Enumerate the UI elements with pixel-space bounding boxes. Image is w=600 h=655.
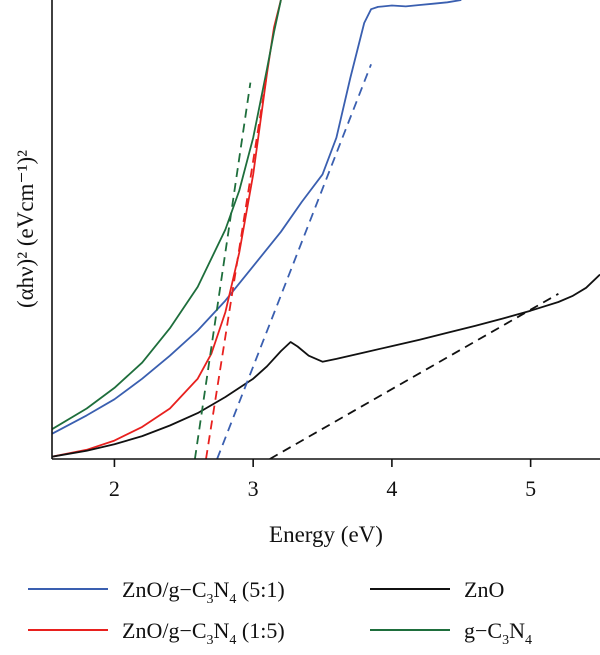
y-axis-title: (αhν)² (eVcm⁻¹)² [13, 150, 38, 308]
legend-label-mid: N [214, 577, 230, 602]
legend-label-suffix: (1:5) [236, 618, 284, 643]
legend-item-zno: ZnO [370, 577, 504, 602]
series-layer [52, 0, 600, 459]
legend-label-sub: 3 [207, 592, 214, 607]
fit-line-4 [216, 63, 372, 459]
legend-label-main: ZnO/g−C [122, 618, 207, 643]
fit-line-7 [269, 293, 559, 459]
legend-item-zno-gc3n4-5-1: ZnO/g−C3N4 (5:1) [28, 577, 285, 607]
legend-label-sub: 4 [229, 592, 236, 607]
legend-label: g−C3N4 [464, 618, 532, 648]
x-tick-label: 2 [109, 476, 120, 501]
fit-line-6 [194, 82, 252, 459]
legend-label: ZnO [464, 577, 504, 602]
legend-item-gc3n4: g−C3N4 [370, 618, 532, 648]
legend-label-main: ZnO/g−C [122, 577, 207, 602]
legend-label: ZnO/g−C3N4 (5:1) [122, 577, 285, 607]
legend-label-mid: N [214, 618, 230, 643]
x-ticks: 2 3 4 5 [109, 459, 536, 501]
legend-label-suffix: (5:1) [236, 577, 284, 602]
series-line-3 [52, 0, 282, 430]
legend-label-sub: 4 [229, 633, 236, 648]
legend-label-sub: 3 [502, 633, 509, 648]
legend-label: ZnO/g−C3N4 (1:5) [122, 618, 285, 648]
legend-item-zno-gc3n4-1-5: ZnO/g−C3N4 (1:5) [28, 618, 285, 648]
x-tick-label: 5 [525, 476, 536, 501]
legend: ZnO/g−C3N4 (5:1) ZnO ZnO/g−C3N4 (1:5) g−… [28, 577, 532, 648]
legend-label-mid: N [509, 618, 525, 643]
x-tick-label: 3 [248, 476, 259, 501]
legend-label-sub: 4 [525, 633, 532, 648]
x-axis-title: Energy (eV) [269, 522, 383, 547]
series-line-0 [52, 0, 462, 435]
legend-label-sub: 3 [207, 633, 214, 648]
legend-label-main: g−C [464, 618, 502, 643]
series-line-2 [52, 273, 600, 458]
fit-line-5 [205, 73, 268, 459]
series-line-1 [52, 0, 282, 458]
x-tick-label: 4 [386, 476, 397, 501]
